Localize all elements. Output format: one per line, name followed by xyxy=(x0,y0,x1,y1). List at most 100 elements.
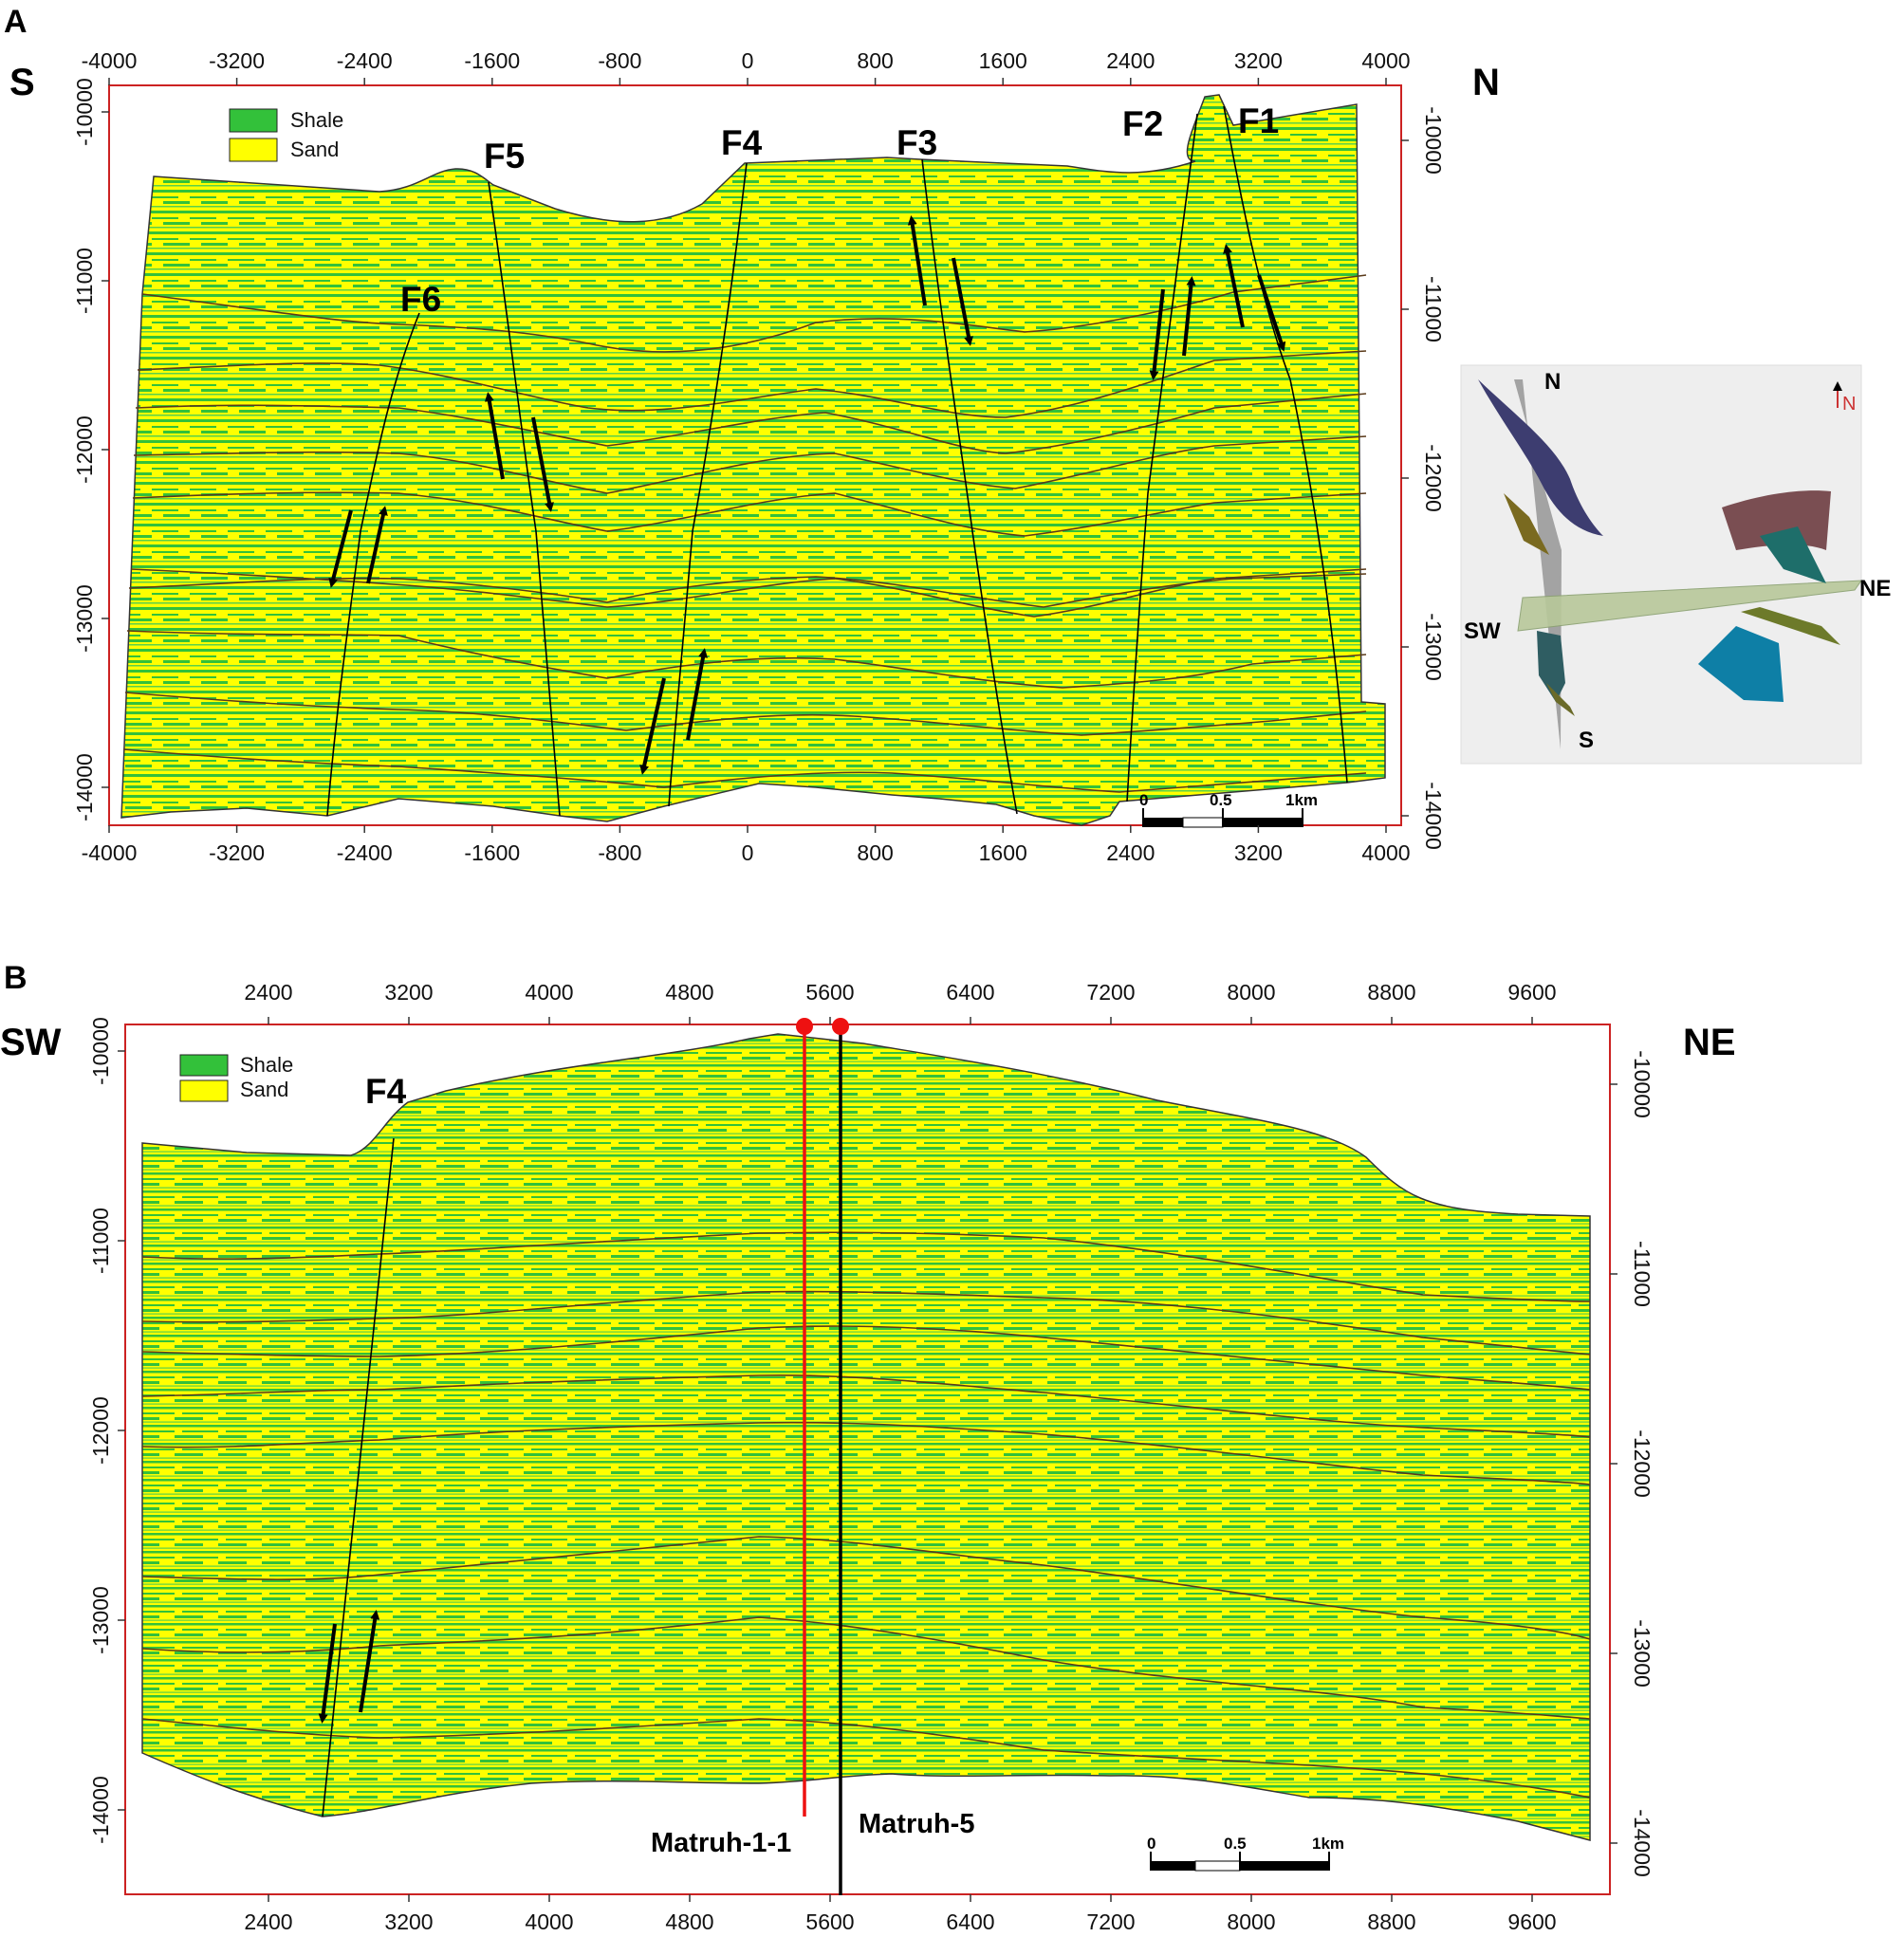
panel-a-legend: Shale Sand xyxy=(229,108,343,162)
legend-b-sand-label: Sand xyxy=(240,1078,288,1101)
panel-a-fault-labels: F1 F2 F3 F4 F5 F6 xyxy=(400,101,1279,319)
panel-b-legend: Shale Sand xyxy=(179,1053,293,1102)
x-tick-label-top: 6400 xyxy=(946,980,994,1005)
scale-b-0: 0 xyxy=(1147,1835,1155,1853)
x-tick-label-top: 4800 xyxy=(665,980,713,1005)
x-tick-label-bottom: -4000 xyxy=(82,840,138,865)
x-tick-label-bottom: 2400 xyxy=(244,1909,292,1934)
panel-a: A S N xyxy=(4,4,1500,865)
x-tick-label-top: 4000 xyxy=(525,980,573,1005)
x-tick-label-top: 2400 xyxy=(1106,48,1155,73)
fault-label-f4-b: F4 xyxy=(365,1072,407,1111)
scale-a-0: 0 xyxy=(1139,791,1148,809)
x-tick-label-top: 8000 xyxy=(1227,980,1275,1005)
well-matruh-5-marker xyxy=(832,1018,849,1035)
y-tick-label-left: -14000 xyxy=(72,753,97,821)
fault-label-f6: F6 xyxy=(400,280,441,319)
inset-label-n: N xyxy=(1544,369,1561,395)
panel-b-slip-arrows xyxy=(318,1610,380,1724)
legend-b-shale-swatch xyxy=(179,1054,229,1077)
x-tick-label-bottom: 8800 xyxy=(1367,1909,1415,1934)
x-tick-label-top: 800 xyxy=(857,48,893,73)
x-tick-label-bottom: 6400 xyxy=(946,1909,994,1934)
panel-b: B SW NE F4 Shale Sand xyxy=(0,960,1736,1934)
fault-f5-trace xyxy=(488,181,561,817)
x-tick-label-bottom: 0 xyxy=(742,840,754,865)
panel-a-horizons xyxy=(122,274,1367,793)
y-tick-label-left: -13000 xyxy=(72,584,97,653)
y-tick-label-right: -10000 xyxy=(1421,106,1446,175)
cross-section-plane-sw-ne xyxy=(1517,580,1862,632)
y-tick-label-left: -11000 xyxy=(88,1208,113,1274)
y-tick-label-left: -13000 xyxy=(88,1586,113,1654)
legend-sand-label: Sand xyxy=(290,138,339,161)
inset-label-s: S xyxy=(1579,728,1594,753)
x-tick-label-top: -800 xyxy=(598,48,641,73)
x-tick-label-bottom: -2400 xyxy=(337,840,393,865)
scale-b-1km: 1km xyxy=(1312,1835,1344,1853)
x-tick-label-bottom: 4000 xyxy=(525,1909,573,1934)
legend-b-sand-swatch xyxy=(179,1079,229,1102)
x-tick-label-top: -1600 xyxy=(464,48,520,73)
y-tick-label-right: -14000 xyxy=(1630,1809,1654,1877)
fault-label-f4: F4 xyxy=(721,123,763,162)
x-tick-label-bottom: 800 xyxy=(857,840,893,865)
fault-surface-blue xyxy=(1478,379,1603,536)
inset-3d-view: N NE SW S N xyxy=(1460,364,1891,765)
panel-a-scale-bar: 0 0.5 1km xyxy=(1139,791,1318,828)
panel-b-scale-bar: 0 0.5 1km xyxy=(1147,1835,1344,1872)
x-tick-label-bottom: 3200 xyxy=(1234,840,1283,865)
x-tick-label-top: 1600 xyxy=(979,48,1027,73)
fault-label-f1: F1 xyxy=(1238,101,1279,140)
panel-a-axes: -4000 -4000 -3200 -3200 -2400 -2400 -1600 -1600… xyxy=(72,48,1446,865)
x-tick-label-top: -2400 xyxy=(337,48,393,73)
y-tick-label-left: -11000 xyxy=(72,248,97,314)
y-tick-label-left: -10000 xyxy=(88,1017,113,1085)
x-tick-label-top: 5600 xyxy=(805,980,854,1005)
fault-f6-trace xyxy=(326,312,420,817)
fault-label-f5: F5 xyxy=(484,137,525,175)
x-tick-label-top: 9600 xyxy=(1507,980,1556,1005)
fault-label-f3: F3 xyxy=(897,123,937,162)
fault-f3-trace xyxy=(921,158,1018,815)
legend-shale-swatch xyxy=(229,108,278,133)
fault-surface-small xyxy=(1546,683,1575,716)
x-tick-label-top: 3200 xyxy=(1234,48,1283,73)
x-tick-label-bottom: 8000 xyxy=(1227,1909,1275,1934)
north-arrow-label: N xyxy=(1842,394,1856,415)
y-tick-label-left: -12000 xyxy=(72,415,97,484)
x-tick-label-bottom: 2400 xyxy=(1106,840,1155,865)
x-tick-label-top: -4000 xyxy=(82,48,138,73)
panel-a-slip-arrows xyxy=(328,215,1286,775)
panel-a-right-direction: N xyxy=(1472,62,1500,103)
x-tick-label-bottom: 9600 xyxy=(1507,1909,1556,1934)
x-tick-label-top: 2400 xyxy=(244,980,292,1005)
x-tick-label-bottom: 1600 xyxy=(979,840,1027,865)
fault-label-f2: F2 xyxy=(1122,104,1163,143)
scale-a-half: 0.5 xyxy=(1210,791,1232,809)
fault-f2-trace xyxy=(1126,113,1198,802)
x-tick-label-bottom: 4000 xyxy=(1361,840,1410,865)
y-tick-label-right: -11000 xyxy=(1630,1241,1654,1307)
x-tick-label-top: 4000 xyxy=(1361,48,1410,73)
panel-b-wells: Matruh-1-1 Matruh-5 xyxy=(651,1018,974,1895)
inset-label-sw: SW xyxy=(1464,618,1501,644)
fault-plane-ns xyxy=(1514,379,1562,749)
well-label-matruh-5: Matruh-5 xyxy=(859,1809,974,1839)
inset-label-ne: NE xyxy=(1859,576,1891,601)
fault-surface-cyan xyxy=(1698,626,1784,702)
panel-a-facies-body xyxy=(120,94,1386,826)
y-tick-label-right: -12000 xyxy=(1630,1430,1654,1498)
legend-shale-label: Shale xyxy=(290,108,343,132)
well-label-matruh-1-1: Matruh-1-1 xyxy=(651,1828,791,1858)
x-tick-label-top: -3200 xyxy=(209,48,265,73)
y-tick-label-left: -10000 xyxy=(72,78,97,146)
y-tick-label-right: -13000 xyxy=(1421,613,1446,681)
legend-sand-swatch xyxy=(229,138,278,162)
well-matruh-1-1-marker xyxy=(796,1018,813,1035)
x-tick-label-top: 7200 xyxy=(1086,980,1135,1005)
panel-b-right-direction: NE xyxy=(1683,1022,1736,1063)
y-tick-label-right: -12000 xyxy=(1421,444,1446,512)
panel-a-letter: A xyxy=(4,4,28,40)
x-tick-label-bottom: 5600 xyxy=(805,1909,854,1934)
